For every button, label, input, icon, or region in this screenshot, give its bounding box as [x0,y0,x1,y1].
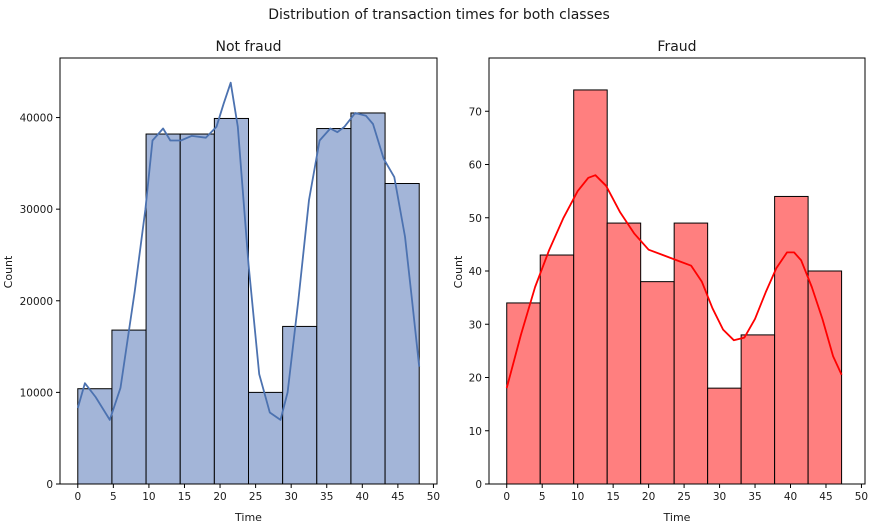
fraud-y-tick-label: 20 [469,373,482,385]
fraud-x-tick-label: 10 [571,491,584,503]
figure-suptitle: Distribution of transaction times for bo… [268,7,610,23]
not-fraud-x-tick-label: 45 [391,491,404,503]
not-fraud-bar [248,391,284,485]
not-fraud-x-tick-label: 0 [74,491,81,503]
not-fraud-y-tick-label: 40000 [20,113,53,125]
fraud-bar [673,222,709,485]
fraud-x-tick-label: 5 [539,491,546,503]
fraud-bar [707,387,742,485]
fraud-panel: Fraud Time Count 0 5 10 15 20 25 30 35 40 45 50 0 10… [452,39,868,524]
not-fraud-bar [316,128,352,485]
not-fraud-axes-frame [59,57,438,485]
fraud-y-tick-label: 0 [475,479,482,491]
not-fraud-x-tick-label: 25 [249,491,262,503]
fraud-y-tick-label: 60 [469,160,482,172]
fraud-bar [640,281,675,485]
fraud-bar [740,334,776,485]
fraud-x-tick-label: 0 [503,491,510,503]
fraud-y-tick-label: 50 [469,213,482,225]
fraud-x-tick-label: 30 [713,491,726,503]
not-fraud-x-tick-label: 20 [213,491,226,503]
not-fraud-bar [384,183,420,485]
not-fraud-y-tick-label: 0 [46,479,53,491]
fraud-y-tick-label: 40 [469,266,482,278]
not-fraud-bar [350,112,386,485]
fraud-bar [573,89,608,485]
not-fraud-y-tick-label: 30000 [20,204,53,216]
fraud-y-axis-label: Count [452,255,465,288]
not-fraud-x-tick-label: 40 [356,491,369,503]
fraud-x-tick-label: 50 [855,491,868,503]
not-fraud-y-axis-label: Count [2,255,15,288]
not-fraud-x-tick-label: 5 [110,491,117,503]
fraud-y-tick-label: 70 [469,106,482,118]
not-fraud-x-tick-label: 35 [320,491,333,503]
fraud-x-tick-label: 20 [642,491,655,503]
fraud-x-tick-label: 45 [819,491,832,503]
not-fraud-bar [111,329,147,485]
not-fraud-x-tick-label: 10 [142,491,155,503]
not-fraud-bar [179,133,215,485]
not-fraud-title: Not fraud [215,39,281,55]
not-fraud-bar [282,325,318,485]
not-fraud-y-tick-label: 20000 [20,296,53,308]
fraud-bar [506,302,541,485]
not-fraud-bar [213,117,249,485]
not-fraud-panel: Not fraud Time Count 0 5 10 15 20 25 30 35 40 45 5… [2,39,440,524]
fraud-y-tick-label: 30 [469,319,482,331]
not-fraud-x-tick-label: 30 [284,491,297,503]
fraud-bar [807,270,843,485]
fraud-x-tick-label: 35 [748,491,761,503]
not-fraud-x-tick-label: 15 [178,491,191,503]
fraud-title: Fraud [657,39,696,55]
not-fraud-bar [145,133,181,485]
fraud-bar [539,254,575,485]
fraud-x-tick-label: 15 [606,491,619,503]
fraud-kde-line [505,174,843,389]
fraud-bar [606,222,642,485]
not-fraud-x-tick-label: 50 [427,491,440,503]
fraud-x-tick-label: 40 [784,491,797,503]
fraud-x-tick-label: 25 [677,491,690,503]
fraud-bar [774,195,809,485]
not-fraud-kde-line [76,81,421,421]
fraud-y-tick-label: 10 [469,426,482,438]
fraud-x-axis-label: Time [663,511,691,524]
not-fraud-bar [77,388,113,485]
not-fraud-y-tick-label: 10000 [20,387,53,399]
not-fraud-x-axis-label: Time [234,511,262,524]
